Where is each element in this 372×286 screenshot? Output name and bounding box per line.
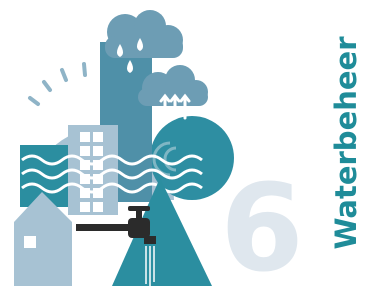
chapter-title: Waterbeheer [329, 36, 363, 250]
illustration-page: 6 [0, 0, 372, 286]
house-window [24, 236, 36, 248]
house [14, 222, 72, 286]
chapter-number: 6 [220, 160, 304, 286]
sun-rays [30, 64, 85, 104]
